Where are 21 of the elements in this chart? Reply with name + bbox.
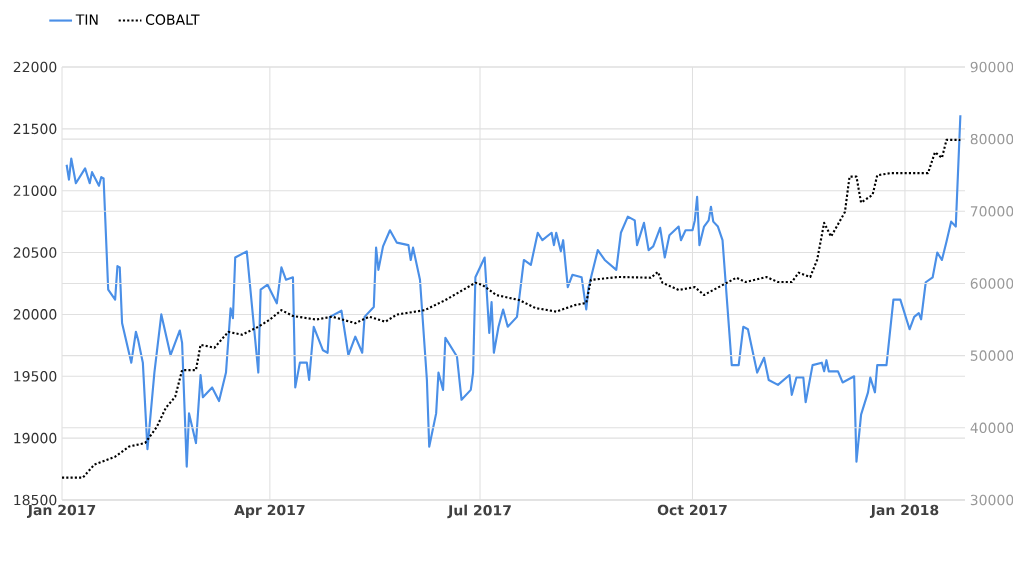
y-tick-label: 20500: [13, 247, 57, 258]
y2-tick-label: 90000: [970, 61, 1013, 73]
y2-tick-label: 30000: [970, 494, 1013, 506]
y-tick-label: 19500: [14, 370, 57, 382]
y-tick-label: 18500: [14, 494, 57, 506]
x-tick-label: Oct 2017: [657, 504, 727, 516]
y2-tick-label: 50000: [970, 350, 1013, 361]
x-tick-label: Jul 2017: [447, 504, 511, 519]
legend-label: COBALT: [145, 14, 200, 25]
y-tick-label: 20000: [13, 309, 57, 320]
y2-tick-label: 70000: [970, 206, 1013, 217]
y2-tick-label: 40000: [970, 422, 1013, 434]
y-tick-label: 19000: [14, 432, 57, 444]
y-tick-label: 21500: [13, 123, 57, 135]
y2-tick-label: 60000: [970, 278, 1013, 289]
y-tick-label: 21000: [13, 185, 57, 196]
x-tick-label: Apr 2017: [234, 504, 305, 518]
y-tick-label: 22000: [13, 61, 57, 73]
y2-tick-label: 80000: [970, 133, 1013, 145]
legend-label: TIN: [75, 14, 98, 25]
x-tick-label: Jan 2018: [869, 504, 939, 518]
